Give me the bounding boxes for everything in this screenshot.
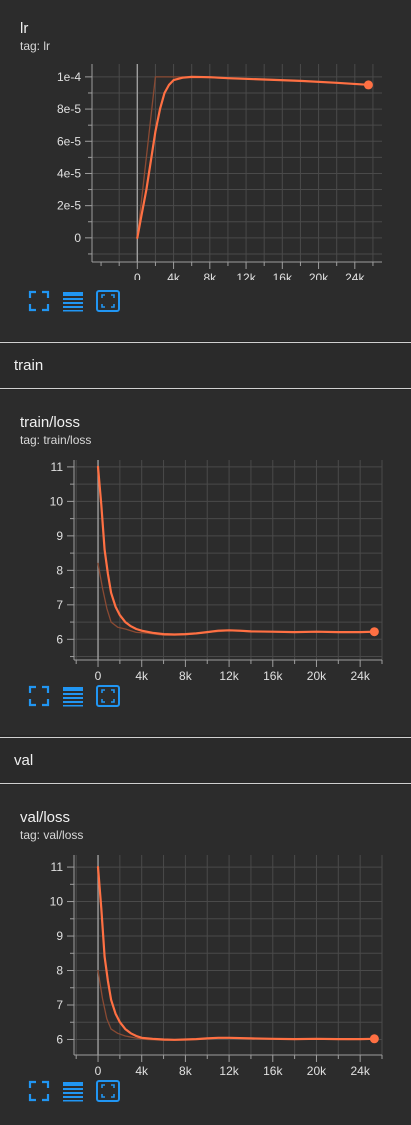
fit-domain-icon [96, 1080, 120, 1102]
series-line-smoothed [96, 465, 376, 636]
card-tag: tag: lr [20, 39, 51, 53]
y-tick-label: 9 [56, 929, 63, 943]
y-tick-label: 8e-5 [57, 102, 81, 116]
card-title: val/loss [20, 809, 71, 826]
fullscreen-icon [28, 290, 50, 312]
x-tick-label: 4k [167, 271, 181, 280]
train-loss-chart[interactable]: 0 4k 8k 12k 16k 20k 24k 6 7 8 9 10 11 [0, 454, 411, 684]
chart-card-lr: lr tag: lr 0 4k 8k 12k 16k 20k 24k 0 2e-5 4e-5 6e-… [0, 0, 411, 341]
lr-chart[interactable]: 0 4k 8k 12k 16k 20k 24k 0 2e-5 4e-5 6e-5 8e-5 1e-4 [0, 60, 411, 280]
series-line-raw [97, 562, 376, 636]
x-tick-label: 20k [307, 1064, 327, 1078]
x-tick-label: 0 [95, 1064, 102, 1078]
y-tick-label: 2e-5 [57, 199, 81, 213]
data-table-icon [63, 1082, 83, 1102]
card-title: train/loss [20, 414, 81, 431]
x-tick-label: 24k [345, 271, 365, 280]
x-tick-label: 20k [309, 271, 329, 280]
y-tick-label: 4e-5 [57, 166, 81, 180]
x-tick-label: 8k [203, 271, 217, 280]
section-label: val [14, 752, 34, 769]
y-tick-label: 11 [51, 460, 64, 474]
series-line-smoothed [136, 75, 370, 239]
fullscreen-button[interactable] [28, 1080, 50, 1102]
y-tick-label: 7 [56, 598, 63, 612]
x-tick-label: 16k [263, 669, 283, 683]
x-tick-label: 12k [236, 271, 256, 280]
y-tick-label: 6 [56, 1032, 63, 1046]
fit-domain-button[interactable] [96, 1080, 120, 1102]
x-tick-label: 0 [134, 271, 141, 280]
card-tag: tag: val/loss [20, 828, 84, 842]
series-endpoint [369, 1034, 379, 1044]
y-tick-label: 10 [50, 895, 64, 909]
section-label: train [14, 357, 44, 374]
x-tick-label: 12k [219, 669, 239, 683]
fit-domain-button[interactable] [96, 290, 120, 312]
section-header-train[interactable]: train [0, 342, 411, 389]
y-tick-label: 11 [51, 860, 64, 874]
x-tick-label: 4k [135, 669, 149, 683]
x-tick-label: 16k [273, 271, 293, 280]
x-tick-label: 16k [263, 1064, 283, 1078]
y-tick-label: 8 [56, 563, 63, 577]
chart-card-train-loss: train/loss tag: train/loss 0 4k 8k 12k 16k 20… [0, 390, 411, 735]
series-line-smoothed [96, 866, 376, 1041]
x-tick-label: 20k [307, 669, 327, 683]
y-tick-label: 0 [74, 231, 81, 245]
fullscreen-icon [28, 1080, 50, 1102]
series-endpoint [369, 627, 379, 637]
y-tick-label: 1e-4 [57, 70, 81, 84]
data-table-icon [63, 687, 83, 707]
chart-card-val-loss: val/loss tag: val/loss 0 4k 8k 12k 16k 20k 24k… [0, 785, 411, 1125]
fit-domain-icon [96, 290, 120, 312]
x-tick-label: 8k [179, 1064, 193, 1078]
y-tick-label: 10 [50, 494, 64, 508]
data-table-button[interactable] [62, 290, 84, 312]
card-tag: tag: train/loss [20, 433, 92, 447]
x-tick-label: 0 [95, 669, 102, 683]
y-tick-label: 9 [56, 529, 63, 543]
y-tick-label: 7 [56, 998, 63, 1012]
y-tick-label: 6e-5 [57, 134, 81, 148]
x-tick-label: 4k [135, 1064, 149, 1078]
fullscreen-icon [28, 685, 50, 707]
series-endpoint [363, 80, 373, 90]
x-tick-label: 12k [219, 1064, 239, 1078]
data-table-button[interactable] [62, 1080, 84, 1102]
data-table-icon [63, 292, 83, 312]
y-tick-label: 6 [56, 632, 63, 646]
fullscreen-button[interactable] [28, 290, 50, 312]
fit-domain-button[interactable] [96, 685, 120, 707]
x-tick-label: 8k [179, 669, 193, 683]
fullscreen-button[interactable] [28, 685, 50, 707]
x-tick-label: 24k [350, 669, 370, 683]
x-tick-label: 24k [350, 1064, 370, 1078]
section-header-val[interactable]: val [0, 737, 411, 784]
val-loss-chart[interactable]: 0 4k 8k 12k 16k 20k 24k 6 7 8 9 10 11 [0, 849, 411, 1079]
y-tick-label: 8 [56, 964, 63, 978]
fit-domain-icon [96, 685, 120, 707]
data-table-button[interactable] [62, 685, 84, 707]
card-title: lr [20, 20, 29, 37]
